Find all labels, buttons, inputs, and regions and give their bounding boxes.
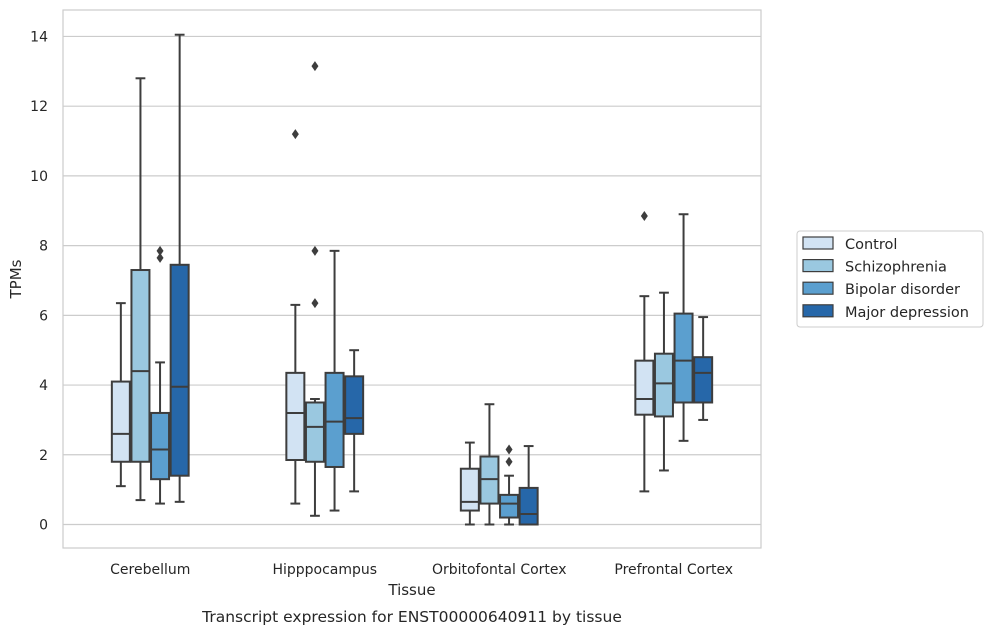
box-mark (285, 129, 306, 505)
box-mark (653, 291, 674, 472)
outlier-point (311, 298, 319, 309)
box-mark (169, 33, 190, 503)
outlier-point (156, 245, 164, 256)
x-tick-label: Prefrontal Cortex (614, 562, 733, 578)
outlier-point (505, 456, 513, 467)
box-mark (459, 441, 480, 526)
x-tick-label: Hipppocampus (272, 562, 377, 578)
iqr-box (459, 467, 480, 512)
y-tick-label: 6 (39, 308, 48, 324)
iqr-box (653, 352, 674, 418)
iqr-box (693, 356, 714, 404)
iqr-box (344, 375, 365, 435)
plot-area-frame (62, 9, 762, 549)
legend-swatch (802, 304, 834, 318)
iqr-box (110, 380, 131, 463)
x-axis-label: Tissue (387, 581, 435, 599)
box-mark (324, 249, 345, 512)
series-schizophrenia (130, 61, 674, 526)
y-tick-label: 10 (30, 169, 48, 185)
series-major-depression (169, 33, 714, 526)
y-tick-label: 14 (30, 29, 48, 45)
y-tick-label: 0 (39, 518, 48, 534)
x-axis-ticks: Cerebellum Hipppocampus Orbitofontal Corte… (110, 562, 733, 578)
x-tick-label: Orbitofontal Cortex (432, 562, 567, 578)
series-control (110, 129, 655, 526)
outlier-point (640, 210, 648, 221)
legend-swatch (802, 281, 834, 295)
legend-label: Major depression (845, 305, 969, 321)
box-mark (693, 316, 714, 421)
iqr-box (634, 359, 655, 416)
y-tick-label: 4 (39, 378, 48, 394)
outlier-point (156, 252, 164, 263)
box-mark (479, 403, 500, 526)
y-axis-ticks: 0 2 4 6 8 10 12 14 (30, 29, 48, 533)
iqr-box (130, 269, 151, 463)
y-axis-label: TPMs (7, 259, 25, 299)
box-mark (673, 213, 694, 442)
box-mark (634, 210, 655, 493)
box-mark (304, 61, 325, 517)
outlier-point (505, 444, 513, 455)
box-mark (344, 349, 365, 493)
legend-label: Bipolar disorder (845, 282, 960, 298)
iqr-box (324, 371, 345, 468)
outlier-point (291, 129, 299, 140)
y-tick-label: 12 (30, 99, 48, 115)
box-mark (518, 445, 539, 526)
series-bipolar-disorder (150, 213, 694, 526)
chart-caption: Transcript expression for ENST0000064091… (201, 608, 622, 626)
legend: Control Schizophrenia Bipolar disorder Majo… (796, 230, 984, 328)
iqr-box (673, 312, 694, 404)
iqr-box (169, 263, 190, 477)
legend-swatch (802, 236, 834, 250)
box-mark (130, 77, 151, 502)
iqr-box (304, 401, 325, 463)
box-mark (150, 245, 171, 505)
legend-label: Schizophrenia (845, 260, 947, 276)
box-mark (110, 302, 131, 488)
box-series (110, 33, 714, 526)
outlier-point (311, 61, 319, 72)
iqr-box (499, 493, 520, 519)
iqr-box (518, 486, 539, 526)
x-tick-label: Cerebellum (110, 562, 190, 578)
legend-label: Control (845, 237, 897, 253)
y-tick-label: 2 (39, 448, 48, 464)
iqr-box (285, 371, 306, 462)
legend-frame (796, 230, 984, 328)
y-tick-label: 8 (39, 239, 48, 255)
box-mark (499, 444, 520, 526)
legend-swatch (802, 259, 834, 273)
iqr-box (150, 411, 171, 481)
outlier-point (311, 245, 319, 256)
